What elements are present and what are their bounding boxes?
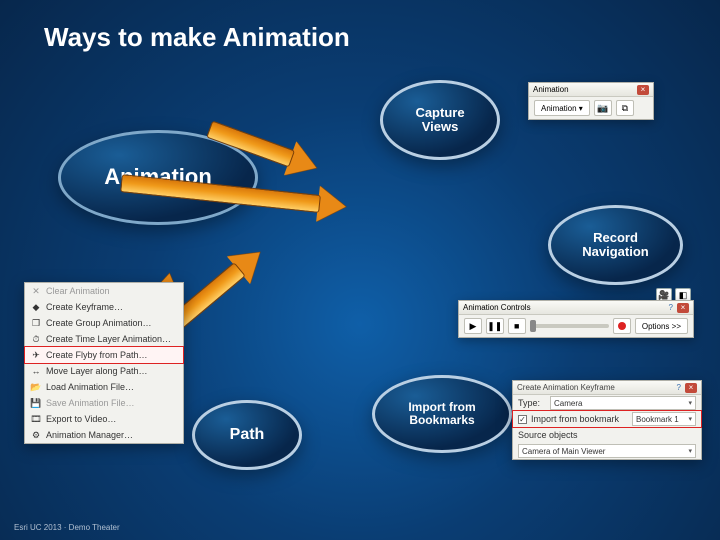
export-icon: 🎞 bbox=[30, 413, 42, 425]
camera-icon[interactable]: 📷 bbox=[594, 100, 612, 116]
animation-dropdown[interactable]: Animation ▾ bbox=[534, 100, 590, 116]
animation-controls-panel: Animation Controls ? × ▶ ❚❚ ■ Options >> bbox=[458, 300, 694, 338]
animation-toolbar: Animation × Animation ▾ 📷 ⧉ bbox=[528, 82, 654, 120]
menu-item-load[interactable]: 📂 Load Animation File… bbox=[25, 379, 183, 395]
import-bookmark-checkbox[interactable]: ✓ bbox=[518, 415, 527, 424]
type-value: Camera bbox=[554, 399, 582, 408]
menu-item-label: Clear Animation bbox=[46, 286, 110, 296]
load-icon: 📂 bbox=[30, 381, 42, 393]
save-icon: 💾 bbox=[30, 397, 42, 409]
close-icon[interactable]: × bbox=[677, 303, 689, 313]
time-slider[interactable] bbox=[530, 324, 609, 328]
flyby-icon: ✈ bbox=[30, 349, 42, 361]
menu-item-keyframe[interactable]: ◆ Create Keyframe… bbox=[25, 299, 183, 315]
keyframe-panel-title: Create Animation Keyframe bbox=[517, 383, 615, 392]
menu-item-manager[interactable]: ⚙ Animation Manager… bbox=[25, 427, 183, 443]
menu-item-label: Move Layer along Path… bbox=[46, 366, 148, 376]
menu-item-label: Create Flyby from Path… bbox=[46, 350, 148, 360]
options-button[interactable]: Options >> bbox=[635, 318, 688, 334]
play-button[interactable]: ▶ bbox=[464, 318, 482, 334]
ellipse-path: Path bbox=[192, 400, 302, 470]
menu-item-label: Export to Video… bbox=[46, 414, 116, 424]
bookmark-dropdown[interactable]: Bookmark 1 bbox=[632, 412, 696, 426]
menu-item-group[interactable]: ❒ Create Group Animation… bbox=[25, 315, 183, 331]
move-icon: ↔ bbox=[30, 365, 42, 377]
ellipse-path-label: Path bbox=[230, 426, 265, 444]
type-label: Type: bbox=[518, 398, 546, 408]
menu-item-label: Create Time Layer Animation… bbox=[46, 334, 171, 344]
ellipse-import-bookmarks: Import from Bookmarks bbox=[372, 375, 512, 453]
manager-icon: ⚙ bbox=[30, 429, 42, 441]
animation-controls-title: Animation Controls bbox=[463, 303, 531, 312]
group-icon: ❒ bbox=[30, 317, 42, 329]
menu-item-label: Create Keyframe… bbox=[46, 302, 123, 312]
source-value: Camera of Main Viewer bbox=[522, 447, 605, 456]
menu-item-label: Animation Manager… bbox=[46, 430, 133, 440]
close-icon[interactable]: × bbox=[685, 383, 697, 393]
close-icon[interactable]: × bbox=[637, 85, 649, 95]
animation-dropdown-label: Animation ▾ bbox=[541, 104, 583, 113]
keyframe-icon: ◆ bbox=[30, 301, 42, 313]
source-dropdown[interactable]: Camera of Main Viewer bbox=[518, 444, 696, 458]
clear-icon: ✕ bbox=[30, 285, 42, 297]
menu-item-time[interactable]: ⏱ Create Time Layer Animation… bbox=[25, 331, 183, 347]
type-dropdown[interactable]: Camera bbox=[550, 396, 696, 410]
animation-menu-panel: ✕ Clear Animation ◆ Create Keyframe… ❒ Create… bbox=[24, 282, 184, 444]
capture-icon[interactable]: ⧉ bbox=[616, 100, 634, 116]
animation-toolbar-title: Animation bbox=[533, 85, 569, 94]
record-button[interactable] bbox=[613, 318, 631, 334]
menu-item-clear[interactable]: ✕ Clear Animation bbox=[25, 283, 183, 299]
create-keyframe-panel: Create Animation Keyframe ? × Type: Came… bbox=[512, 380, 702, 460]
menu-item-export[interactable]: 🎞 Export to Video… bbox=[25, 411, 183, 427]
ellipse-capture-views: Capture Views bbox=[380, 80, 500, 160]
ellipse-record-navigation: Record Navigation bbox=[548, 205, 683, 285]
source-label: Source objects bbox=[518, 430, 578, 440]
help-icon[interactable]: ? bbox=[669, 303, 673, 312]
menu-item-save[interactable]: 💾 Save Animation File… bbox=[25, 395, 183, 411]
time-icon: ⏱ bbox=[30, 333, 42, 345]
slide-title: Ways to make Animation bbox=[44, 22, 350, 53]
menu-item-label: Save Animation File… bbox=[46, 398, 135, 408]
ellipse-capture-label: Capture Views bbox=[415, 106, 464, 135]
import-bookmark-label: Import from bookmark bbox=[531, 414, 619, 424]
menu-item-label: Create Group Animation… bbox=[46, 318, 152, 328]
bookmark-value: Bookmark 1 bbox=[636, 415, 679, 424]
help-icon[interactable]: ? bbox=[677, 383, 681, 392]
ellipse-record-label: Record Navigation bbox=[582, 231, 648, 260]
stop-button[interactable]: ■ bbox=[508, 318, 526, 334]
ellipse-import-label: Import from Bookmarks bbox=[408, 401, 475, 427]
menu-item-move[interactable]: ↔ Move Layer along Path… bbox=[25, 363, 183, 379]
menu-item-flyby[interactable]: ✈ Create Flyby from Path… bbox=[25, 347, 183, 363]
menu-item-label: Load Animation File… bbox=[46, 382, 134, 392]
slide-footer: Esri UC 2013 · Demo Theater bbox=[14, 523, 120, 532]
pause-button[interactable]: ❚❚ bbox=[486, 318, 504, 334]
